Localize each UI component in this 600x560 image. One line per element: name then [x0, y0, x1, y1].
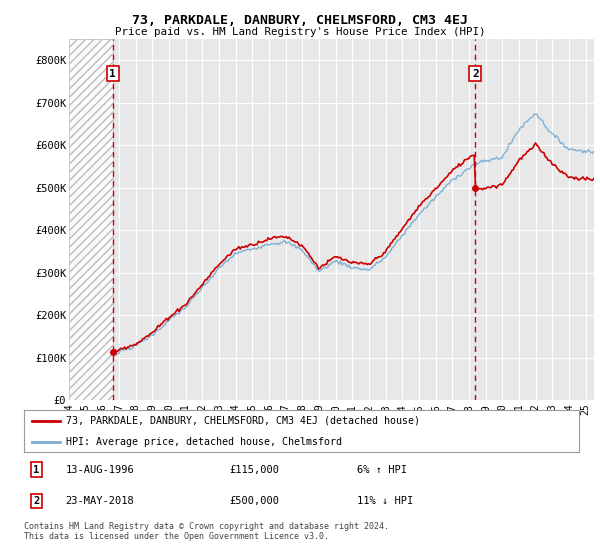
Text: 1: 1: [109, 68, 116, 78]
Text: £115,000: £115,000: [229, 465, 280, 475]
Text: £500,000: £500,000: [229, 496, 280, 506]
Text: 23-MAY-2018: 23-MAY-2018: [65, 496, 134, 506]
Text: 13-AUG-1996: 13-AUG-1996: [65, 465, 134, 475]
Text: 2: 2: [33, 496, 40, 506]
Text: 6% ↑ HPI: 6% ↑ HPI: [357, 465, 407, 475]
Text: HPI: Average price, detached house, Chelmsford: HPI: Average price, detached house, Chel…: [65, 437, 341, 447]
Text: 11% ↓ HPI: 11% ↓ HPI: [357, 496, 413, 506]
Text: 1: 1: [33, 465, 40, 475]
Text: 73, PARKDALE, DANBURY, CHELMSFORD, CM3 4EJ (detached house): 73, PARKDALE, DANBURY, CHELMSFORD, CM3 4…: [65, 416, 419, 426]
Text: Price paid vs. HM Land Registry's House Price Index (HPI): Price paid vs. HM Land Registry's House …: [115, 27, 485, 37]
Text: Contains HM Land Registry data © Crown copyright and database right 2024.
This d: Contains HM Land Registry data © Crown c…: [24, 522, 389, 542]
Text: 2: 2: [472, 68, 479, 78]
Text: 73, PARKDALE, DANBURY, CHELMSFORD, CM3 4EJ: 73, PARKDALE, DANBURY, CHELMSFORD, CM3 4…: [132, 14, 468, 27]
